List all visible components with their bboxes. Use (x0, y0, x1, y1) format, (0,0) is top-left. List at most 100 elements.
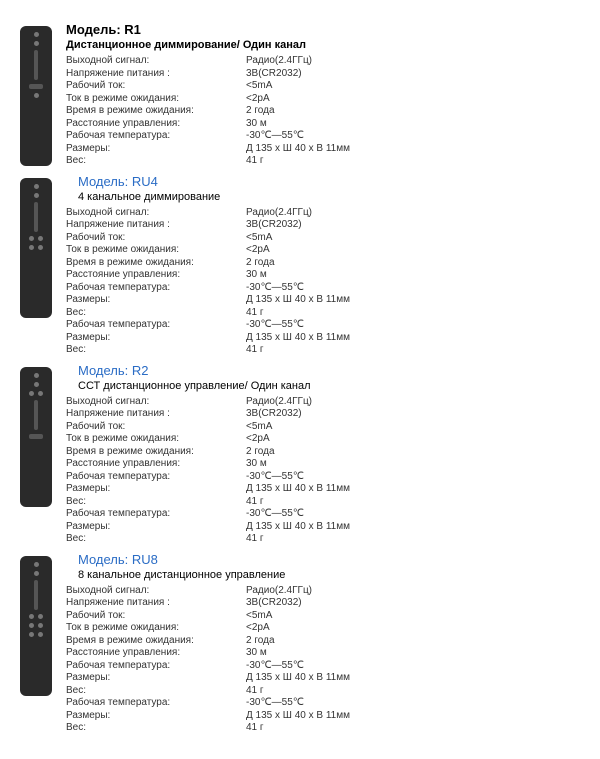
spec-line: Расстояние управления:30 м (66, 647, 580, 660)
spec-line: Размеры:Д 135 x Ш 40 x В 11мм (66, 143, 580, 156)
spec-value: <5mA (246, 80, 580, 93)
spec-line: Время в режиме ожидания:2 года (66, 105, 580, 118)
spec-value: Д 135 x Ш 40 x В 11мм (246, 672, 580, 685)
model-info: Модель: R2ССТ дистанционное управление/ … (66, 361, 580, 546)
spec-label: Рабочая температура: (66, 508, 246, 521)
spec-line: Выходной сигнал:Радио(2.4ГГц) (66, 207, 580, 220)
spec-line: Время в режиме ожидания:2 года (66, 635, 580, 648)
spec-label: Время в режиме ожидания: (66, 105, 246, 118)
model-info: Модель: RU4 4 канальное диммирование Выход… (66, 172, 580, 357)
model-block: Модель: R1 Дистанционное диммирование/ Од… (20, 20, 580, 168)
spec-value: 41 г (246, 685, 580, 698)
spec-line: Ток в режиме ожидания:<2рA (66, 433, 580, 446)
spec-label: Выходной сигнал: (66, 396, 246, 409)
spec-label: Размеры: (66, 672, 246, 685)
spec-label: Размеры: (66, 332, 246, 345)
spec-line: Рабочая температура:-30℃—55℃ (66, 508, 580, 521)
spec-line: Расстояние управления:30 м (66, 118, 580, 131)
model-block: Модель: RU4 4 канальное диммирование Выход… (20, 172, 580, 357)
spec-line: Рабочая температура:-30℃—55℃ (66, 282, 580, 295)
spec-line: Вес:41 г (66, 722, 580, 735)
spec-label: Вес: (66, 155, 246, 168)
spec-label: Рабочий ток: (66, 610, 246, 623)
model-title: Модель: R1 (66, 22, 580, 37)
spec-label: Размеры: (66, 521, 246, 534)
spec-value: -30℃—55℃ (246, 282, 580, 295)
spec-line: Вес:41 г (66, 496, 580, 509)
spec-line: Рабочая температура:-30℃—55℃ (66, 660, 580, 673)
model-title: Модель: RU8 (66, 552, 580, 567)
spec-label: Размеры: (66, 483, 246, 496)
spec-label: Расстояние управления: (66, 269, 246, 282)
spec-line: Выходной сигнал:Радио(2.4ГГц) (66, 396, 580, 409)
spec-label: Рабочая температура: (66, 130, 246, 143)
spec-label: Рабочая температура: (66, 319, 246, 332)
spec-value: Радио(2.4ГГц) (246, 55, 580, 68)
spec-value: <2рA (246, 244, 580, 257)
spec-value: Радио(2.4ГГц) (246, 207, 580, 220)
spec-line: Вес:41 г (66, 685, 580, 698)
spec-value: 30 м (246, 269, 580, 282)
spec-value: 3В(CR2032) (246, 219, 580, 232)
spec-line: Вес:41 г (66, 307, 580, 320)
spec-label: Размеры: (66, 143, 246, 156)
spec-value: -30℃—55℃ (246, 471, 580, 484)
spec-line: Размеры:Д 135 x Ш 40 x В 11мм (66, 672, 580, 685)
spec-value: 3В(CR2032) (246, 408, 580, 421)
spec-line: Размеры:Д 135 x Ш 40 x В 11мм (66, 710, 580, 723)
model-title: Модель: RU4 (66, 174, 580, 189)
spec-value: Д 135 x Ш 40 x В 11мм (246, 294, 580, 307)
spec-line: Время в режиме ожидания:2 года (66, 446, 580, 459)
spec-line: Размеры:Д 135 x Ш 40 x В 11мм (66, 294, 580, 307)
spec-value: 41 г (246, 722, 580, 735)
spec-label: Напряжение питания : (66, 408, 246, 421)
remote-image (20, 178, 52, 318)
spec-line: Ток в режиме ожидания:<2рA (66, 244, 580, 257)
spec-label: Расстояние управления: (66, 118, 246, 131)
spec-value: 2 года (246, 257, 580, 270)
spec-value: 2 года (246, 635, 580, 648)
spec-value: <5mA (246, 232, 580, 245)
model-subtitle: 8 канальное дистанционное управление (66, 569, 580, 581)
spec-value: 41 г (246, 533, 580, 546)
spec-value: 2 года (246, 105, 580, 118)
spec-label: Рабочая температура: (66, 697, 246, 710)
spec-value: -30℃—55℃ (246, 697, 580, 710)
spec-line: Выходной сигнал:Радио(2.4ГГц) (66, 585, 580, 598)
spec-value: 30 м (246, 458, 580, 471)
spec-label: Рабочий ток: (66, 232, 246, 245)
spec-line: Рабочий ток:<5mA (66, 232, 580, 245)
spec-label: Вес: (66, 722, 246, 735)
spec-value: -30℃—55℃ (246, 660, 580, 673)
spec-line: Вес:41 г (66, 344, 580, 357)
spec-line: Рабочий ток:<5mA (66, 610, 580, 623)
spec-label: Напряжение питания : (66, 597, 246, 610)
model-title: Модель: R2 (66, 363, 580, 378)
spec-label: Ток в режиме ожидания: (66, 244, 246, 257)
spec-value: 3В(CR2032) (246, 597, 580, 610)
spec-value: 30 м (246, 118, 580, 131)
model-subtitle: Дистанционное диммирование/ Один канал (66, 39, 580, 51)
spec-value: 41 г (246, 155, 580, 168)
spec-value: <2рA (246, 433, 580, 446)
spec-value: 41 г (246, 496, 580, 509)
spec-label: Выходной сигнал: (66, 207, 246, 220)
spec-value: <2рA (246, 622, 580, 635)
spec-line: Вес:41 г (66, 533, 580, 546)
spec-line: Ток в режиме ожидания:<2рA (66, 93, 580, 106)
spec-value: Д 135 x Ш 40 x В 11мм (246, 143, 580, 156)
spec-value: 2 года (246, 446, 580, 459)
spec-label: Напряжение питания : (66, 219, 246, 232)
spec-line: Время в режиме ожидания:2 года (66, 257, 580, 270)
spec-label: Рабочий ток: (66, 80, 246, 93)
spec-label: Рабочая температура: (66, 471, 246, 484)
spec-line: Напряжение питания :3В(CR2032) (66, 219, 580, 232)
spec-value: -30℃—55℃ (246, 508, 580, 521)
spec-label: Размеры: (66, 710, 246, 723)
spec-label: Расстояние управления: (66, 458, 246, 471)
spec-value: <5mA (246, 610, 580, 623)
spec-value: -30℃—55℃ (246, 319, 580, 332)
model-subtitle: 4 канальное диммирование (66, 191, 580, 203)
spec-line: Выходной сигнал:Радио(2.4ГГц) (66, 55, 580, 68)
spec-line: Ток в режиме ожидания:<2рA (66, 622, 580, 635)
